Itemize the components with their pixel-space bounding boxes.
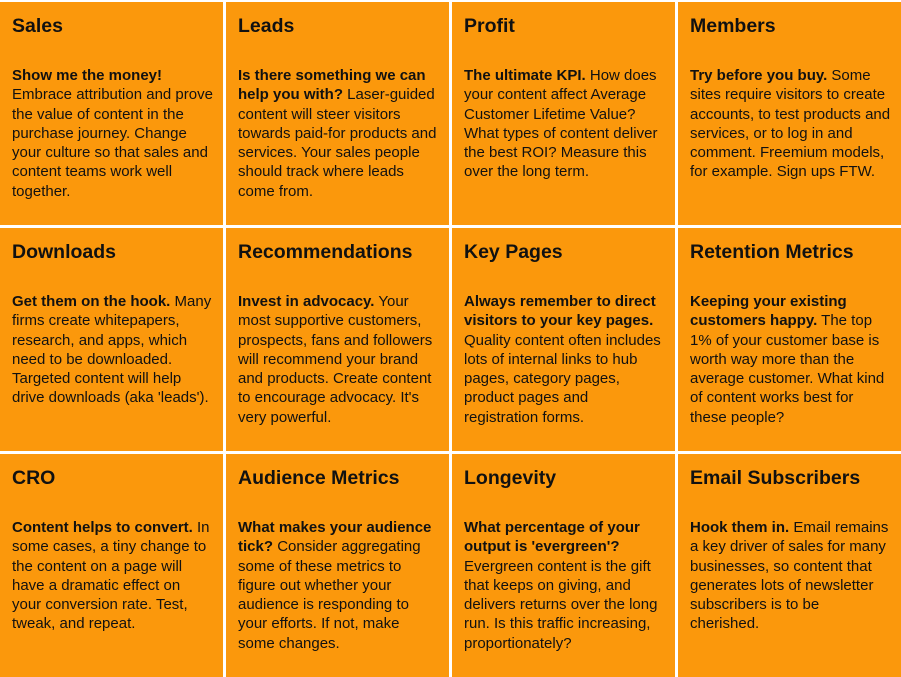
kpi-card-members: Members Try before you buy. Some sites r… <box>678 2 901 225</box>
kpi-card-retention-metrics: Retention Metrics Keeping your existing … <box>678 228 901 451</box>
card-lead: Show me the money! <box>12 67 163 84</box>
card-text: Evergreen content is the gift that keeps… <box>464 557 658 652</box>
card-lead: Hook them in. <box>690 519 790 536</box>
card-text: How does your content affect Average Cus… <box>464 67 658 181</box>
card-body: Hook them in. Email remains a key driver… <box>690 518 891 634</box>
card-title: Sales <box>12 15 63 37</box>
card-body: Always remember to direct visitors to yo… <box>464 292 665 427</box>
card-title: Downloads <box>12 241 117 263</box>
card-lead: Is there something we can help you with? <box>238 67 426 104</box>
card-body: What percentage of your output is 'everg… <box>464 518 665 653</box>
kpi-card-downloads: Downloads Get them on the hook. Many fir… <box>0 228 223 451</box>
card-text: The top 1% of your customer base is wort… <box>690 312 885 426</box>
card-text: Laser-guided content will steer visitors… <box>238 86 437 200</box>
card-lead: Invest in advocacy. <box>238 293 375 310</box>
card-lead: The ultimate KPI. <box>464 67 586 84</box>
kpi-card-recommendations: Recommendations Invest in advocacy. Your… <box>226 228 449 451</box>
card-title: Email Subscribers <box>690 467 861 489</box>
card-title: Profit <box>464 15 515 37</box>
card-text: Email remains a key driver of sales for … <box>690 519 889 633</box>
card-lead: What percentage of your output is 'everg… <box>464 519 640 556</box>
card-title: Members <box>690 15 776 37</box>
card-lead: Try before you buy. <box>690 67 828 84</box>
card-title: Leads <box>238 15 295 37</box>
card-text: Consider aggregating some of these metri… <box>238 538 421 652</box>
card-title: Audience Metrics <box>238 467 400 489</box>
card-text: Your most supportive customers, prospect… <box>238 293 433 426</box>
card-body: Content helps to convert. In some cases,… <box>12 518 213 634</box>
card-body: Get them on the hook. Many firms create … <box>12 292 213 408</box>
card-body: Show me the money! Embrace attribution a… <box>12 66 213 201</box>
card-text: Many firms create whitepapers, research,… <box>12 293 212 407</box>
kpi-card-sales: Sales Show me the money! Embrace attribu… <box>0 2 223 225</box>
card-body: Invest in advocacy. Your most supportive… <box>238 292 439 427</box>
kpi-card-cro: CRO Content helps to convert. In some ca… <box>0 454 223 677</box>
kpi-card-email-subscribers: Email Subscribers Hook them in. Email re… <box>678 454 901 677</box>
kpi-card-key-pages: Key Pages Always remember to direct visi… <box>452 228 675 451</box>
card-lead: What makes your audience tick? <box>238 519 432 556</box>
card-body: Is there something we can help you with?… <box>238 66 439 201</box>
kpi-card-leads: Leads Is there something we can help you… <box>226 2 449 225</box>
card-text: Embrace attribution and prove the value … <box>12 86 213 200</box>
card-lead: Get them on the hook. <box>12 293 171 310</box>
card-title: Recommendations <box>238 241 413 263</box>
card-body: What makes your audience tick? Consider … <box>238 518 439 653</box>
kpi-card-audience-metrics: Audience Metrics What makes your audienc… <box>226 454 449 677</box>
card-body: The ultimate KPI. How does your content … <box>464 66 665 182</box>
card-lead: Keeping your existing customers happy. <box>690 293 847 330</box>
card-text: Some sites require visitors to create ac… <box>690 67 891 181</box>
card-body: Keeping your existing customers happy. T… <box>690 292 891 427</box>
card-title: Retention Metrics <box>690 241 854 263</box>
kpi-card-profit: Profit The ultimate KPI. How does your c… <box>452 2 675 225</box>
card-body: Try before you buy. Some sites require v… <box>690 66 891 182</box>
card-text: Quality content often includes lots of i… <box>464 331 661 426</box>
card-text: In some cases, a tiny change to the cont… <box>12 519 210 633</box>
card-lead: Content helps to convert. <box>12 519 193 536</box>
card-title: CRO <box>12 467 56 489</box>
card-lead: Always remember to direct visitors to yo… <box>464 293 656 330</box>
card-title: Longevity <box>464 467 557 489</box>
card-title: Key Pages <box>464 241 563 263</box>
kpi-card-longevity: Longevity What percentage of your output… <box>452 454 675 677</box>
